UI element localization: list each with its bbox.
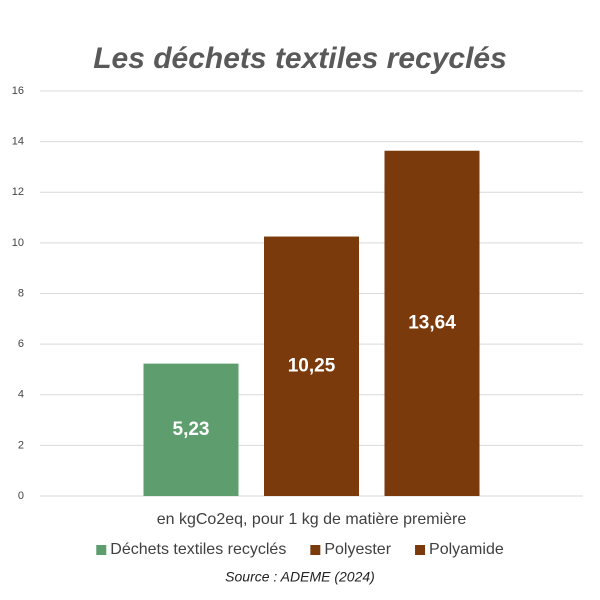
legend-label: Polyamide (429, 541, 504, 558)
y-tick-label: 6 (18, 338, 24, 350)
x-axis-label: en kgCo2eq, pour 1 kg de matière premièr… (157, 511, 467, 528)
legend-label: Polyester (324, 541, 391, 558)
legend-label: Déchets textiles recyclés (110, 541, 286, 558)
source: Source : ADEME (2024) (225, 569, 375, 585)
bar (384, 150, 480, 497)
y-tick-label: 10 (12, 237, 24, 249)
y-tick-label: 12 (12, 186, 24, 198)
legend-swatch (96, 545, 107, 555)
value-label: 13,64 (408, 312, 456, 333)
legend-swatch (310, 545, 321, 555)
value-label: 10,25 (288, 355, 336, 376)
y-tick-label: 2 (18, 439, 24, 451)
y-tick-label: 0 (18, 490, 24, 502)
bar (264, 236, 359, 496)
y-tick-label: 14 (12, 136, 24, 148)
legend-swatch (415, 545, 426, 555)
y-tick-label: 16 (12, 85, 24, 97)
bar (143, 363, 239, 496)
y-tick-label: 4 (18, 389, 24, 401)
y-tick-label: 8 (18, 287, 24, 299)
value-label: 5,23 (173, 419, 210, 440)
chart-title: Les déchets textiles recyclés (93, 42, 507, 75)
